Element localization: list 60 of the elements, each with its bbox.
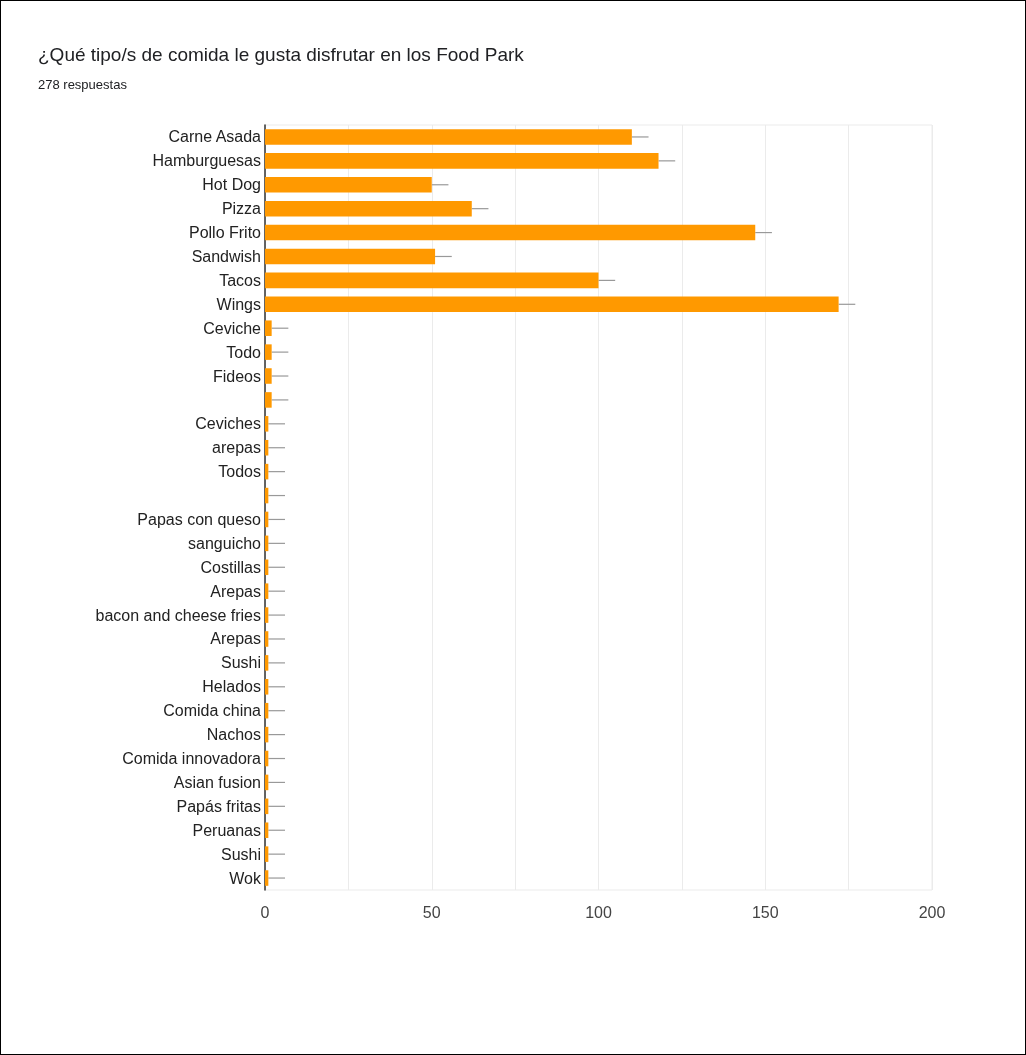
bar: [265, 177, 432, 193]
bar: [265, 200, 472, 217]
y-tick-label: Sushi: [220, 654, 261, 672]
y-tick-label: Papás fritas: [176, 797, 261, 815]
y-tick-label: Carne Asada: [168, 128, 262, 146]
y-tick-label: bacon and cheese fries: [95, 606, 261, 624]
bar: [265, 248, 436, 265]
x-tick-label: 50: [422, 903, 441, 921]
bar: [265, 320, 272, 336]
y-tick-label: Comida china: [163, 702, 262, 720]
y-tick-label: Peruanas: [192, 821, 261, 839]
y-tick-label: Ceviches: [195, 415, 261, 433]
y-tick-label: Tacos: [219, 271, 261, 289]
y-tick-label: sanguicho: [188, 534, 262, 552]
bar: [265, 296, 839, 313]
bar: [265, 559, 269, 576]
y-tick-label: Nachos: [206, 726, 261, 744]
bar: [265, 129, 632, 145]
bar: [265, 870, 269, 886]
y-tick-label: arepas: [212, 439, 261, 457]
text: 278 respuestas: [38, 77, 127, 92]
y-tick-label: Papas con queso: [137, 510, 262, 528]
bar: [265, 416, 269, 432]
bar: [265, 607, 269, 623]
bar: [265, 153, 659, 169]
y-tick-label: Comida innovadora: [122, 750, 262, 768]
y-tick-label: Arepas: [210, 582, 261, 600]
y-tick-label: Pizza: [221, 200, 262, 218]
bar: [265, 679, 269, 695]
y-tick-label: Asian fusion: [173, 773, 261, 791]
y-tick-label: Todos: [218, 463, 261, 481]
x-tick-label: 0: [260, 903, 270, 921]
y-tick-label: Wok: [229, 869, 262, 887]
bar: [265, 846, 269, 862]
bar: [265, 822, 269, 838]
y-tick-label: Helados: [202, 678, 261, 696]
y-tick-label: Costillas: [200, 558, 261, 576]
bar: [265, 392, 272, 408]
y-tick-label: Ceviche: [203, 319, 262, 337]
bar: [265, 631, 269, 647]
bar: [265, 655, 269, 671]
y-tick-label: Hot Dog: [202, 176, 261, 194]
y-tick-label: Hamburguesas: [152, 152, 261, 170]
y-tick-label: Arepas: [210, 630, 261, 648]
y-tick-label: Wings: [216, 295, 261, 313]
y-tick-label: Todo: [226, 343, 262, 361]
bar: [265, 368, 272, 384]
y-tick-label: Sushi: [220, 845, 261, 863]
y-tick-label: Fideos: [212, 367, 261, 385]
bar: [265, 272, 599, 289]
x-tick-label: 150: [751, 903, 779, 921]
bar: [265, 439, 269, 456]
y-tick-label: Pollo Frito: [188, 224, 262, 242]
bar: [265, 224, 756, 241]
bar: [265, 583, 269, 599]
bar: [265, 344, 272, 360]
x-tick-label: 200: [918, 903, 946, 921]
chart-title: ¿Qué tipo/s de comida le gusta disfrutar en los Food Park: [38, 44, 524, 66]
x-tick-label: 100: [585, 903, 612, 921]
y-tick-label: Sandwish: [191, 247, 261, 265]
